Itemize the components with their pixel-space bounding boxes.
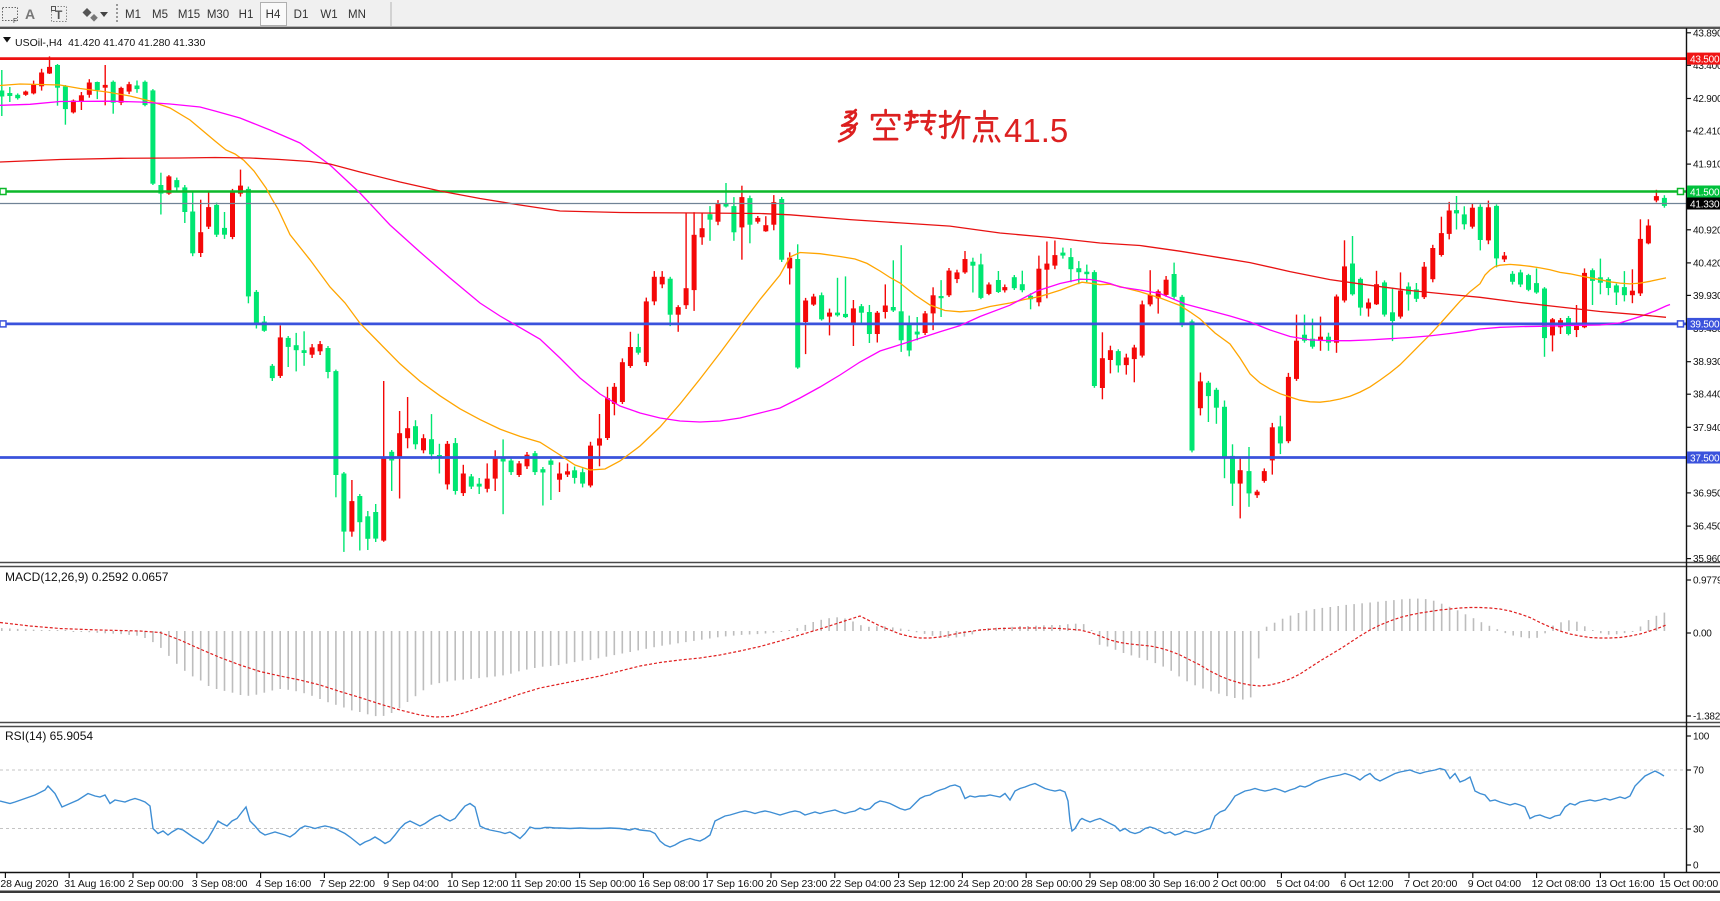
svg-text:40.420: 40.420 — [1693, 258, 1720, 269]
svg-text:42.410: 42.410 — [1693, 127, 1720, 138]
svg-text:38.930: 38.930 — [1693, 357, 1720, 368]
svg-text:H4: H4 — [266, 9, 281, 21]
svg-text:38.440: 38.440 — [1693, 390, 1720, 401]
svg-text:15 Oct 00:00: 15 Oct 00:00 — [1659, 878, 1718, 890]
svg-text:M30: M30 — [207, 9, 229, 21]
svg-text:2 Sep 00:00: 2 Sep 00:00 — [128, 878, 184, 890]
svg-text:3 Sep 08:00: 3 Sep 08:00 — [192, 878, 248, 890]
svg-text:T: T — [55, 8, 63, 22]
svg-text:9 Sep 04:00: 9 Sep 04:00 — [383, 878, 439, 890]
svg-text:39.930: 39.930 — [1693, 291, 1720, 302]
svg-text:35.960: 35.960 — [1693, 554, 1720, 565]
svg-text:RSI(14) 65.9054: RSI(14) 65.9054 — [5, 729, 93, 743]
svg-text:41.330: 41.330 — [1690, 199, 1720, 210]
svg-text:36.950: 36.950 — [1693, 488, 1720, 499]
svg-text:70: 70 — [1693, 766, 1704, 777]
svg-text:100: 100 — [1693, 732, 1710, 743]
svg-text:W1: W1 — [320, 9, 337, 21]
svg-text:30 Sep 16:00: 30 Sep 16:00 — [1149, 878, 1211, 890]
svg-text:MACD(12,26,9) 0.2592 0.0657: MACD(12,26,9) 0.2592 0.0657 — [5, 570, 169, 584]
svg-text:0: 0 — [1693, 861, 1699, 872]
svg-text:5 Oct 04:00: 5 Oct 04:00 — [1276, 878, 1329, 890]
svg-text:22 Sep 04:00: 22 Sep 04:00 — [830, 878, 892, 890]
svg-text:40.920: 40.920 — [1693, 225, 1720, 236]
svg-text:43.400: 43.400 — [1693, 61, 1720, 72]
svg-text:MN: MN — [348, 9, 366, 21]
svg-text:10 Sep 12:00: 10 Sep 12:00 — [447, 878, 509, 890]
svg-text:7 Sep 22:00: 7 Sep 22:00 — [319, 878, 375, 890]
svg-text:M15: M15 — [178, 9, 200, 21]
svg-text:0.00: 0.00 — [1693, 629, 1712, 640]
svg-text:15 Sep 00:00: 15 Sep 00:00 — [575, 878, 637, 890]
svg-text:M5: M5 — [152, 9, 168, 21]
svg-text:28 Aug 2020: 28 Aug 2020 — [0, 878, 58, 890]
svg-text:28 Sep 00:00: 28 Sep 00:00 — [1021, 878, 1083, 890]
svg-text:D1: D1 — [294, 9, 309, 21]
svg-text:30: 30 — [1693, 825, 1704, 836]
svg-text:F: F — [13, 18, 17, 25]
svg-text:29 Sep 08:00: 29 Sep 08:00 — [1085, 878, 1147, 890]
svg-text:39.500: 39.500 — [1690, 320, 1720, 331]
svg-text:41.910: 41.910 — [1693, 160, 1720, 171]
svg-text:31 Aug 16:00: 31 Aug 16:00 — [64, 878, 125, 890]
svg-text:43.500: 43.500 — [1690, 54, 1720, 65]
svg-text:36.450: 36.450 — [1693, 522, 1720, 533]
svg-text:11 Sep 20:00: 11 Sep 20:00 — [511, 878, 572, 890]
svg-text:20 Sep 23:00: 20 Sep 23:00 — [766, 878, 828, 890]
svg-text:-1.382: -1.382 — [1693, 712, 1720, 723]
svg-text:M1: M1 — [125, 9, 141, 21]
svg-text:12 Oct 08:00: 12 Oct 08:00 — [1532, 878, 1591, 890]
svg-text:6 Oct 12:00: 6 Oct 12:00 — [1340, 878, 1393, 890]
svg-text:9 Oct 04:00: 9 Oct 04:00 — [1468, 878, 1521, 890]
svg-text:16 Sep 08:00: 16 Sep 08:00 — [638, 878, 700, 890]
svg-text:37.940: 37.940 — [1693, 423, 1720, 434]
svg-text:H1: H1 — [239, 9, 254, 21]
svg-text:A: A — [25, 6, 35, 22]
svg-text:23 Sep 12:00: 23 Sep 12:00 — [894, 878, 956, 890]
svg-text:24 Sep 20:00: 24 Sep 20:00 — [957, 878, 1019, 890]
svg-text:37.500: 37.500 — [1690, 453, 1720, 464]
svg-text:41.5: 41.5 — [1004, 112, 1068, 149]
svg-text:42.900: 42.900 — [1693, 94, 1720, 105]
svg-text:0.9779: 0.9779 — [1693, 576, 1720, 587]
svg-text:43.890: 43.890 — [1693, 28, 1720, 39]
svg-text:13 Oct 16:00: 13 Oct 16:00 — [1595, 878, 1654, 890]
svg-text:2 Oct 00:00: 2 Oct 00:00 — [1213, 878, 1266, 890]
svg-text:41.500: 41.500 — [1690, 187, 1720, 198]
svg-text:17 Sep 16:00: 17 Sep 16:00 — [702, 878, 764, 890]
svg-text:7 Oct 20:00: 7 Oct 20:00 — [1404, 878, 1457, 890]
svg-text:4 Sep 16:00: 4 Sep 16:00 — [256, 878, 312, 890]
svg-text:USOil-,H4 41.420 41.470 41.28: USOil-,H4 41.420 41.470 41.280 41.330 — [15, 37, 205, 49]
